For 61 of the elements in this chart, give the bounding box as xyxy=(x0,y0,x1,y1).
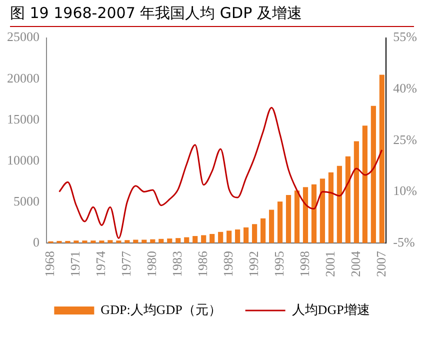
y-tick-label: 15000 xyxy=(7,111,40,126)
y2-tick-label: 40% xyxy=(393,80,418,96)
line-series xyxy=(58,106,383,239)
bar xyxy=(286,194,292,243)
bar xyxy=(124,240,130,243)
bar xyxy=(268,210,274,243)
x-tick-label: 1971 xyxy=(68,251,83,277)
x-tick-label: 1992 xyxy=(246,251,261,277)
bar xyxy=(252,224,258,243)
bar xyxy=(235,229,240,243)
bar xyxy=(108,240,113,243)
y-tick-label: 20000 xyxy=(7,70,40,86)
x-tick-label: 1983 xyxy=(170,251,185,277)
bar xyxy=(158,238,164,243)
y-tick-label: 5000 xyxy=(14,193,40,208)
x-tick-label: 1986 xyxy=(195,250,210,277)
x-tick-label: 1989 xyxy=(220,251,236,277)
bar xyxy=(320,178,326,243)
x-tick-label: 1995 xyxy=(271,251,286,277)
bar xyxy=(370,106,376,243)
bar xyxy=(218,232,224,243)
bar xyxy=(150,239,156,243)
bar xyxy=(302,187,308,243)
bar xyxy=(167,238,172,243)
bar xyxy=(201,235,206,243)
bar xyxy=(336,166,342,243)
y2-tick-label: 10% xyxy=(393,183,418,198)
y-tick-label: 10000 xyxy=(7,152,40,168)
bar xyxy=(311,184,317,243)
bar xyxy=(133,240,138,243)
bar xyxy=(226,230,232,243)
x-tick-label: 2004 xyxy=(348,250,363,277)
y2-tick-label: -5% xyxy=(393,234,415,250)
bar xyxy=(260,218,266,243)
x-tick-label: 1998 xyxy=(296,251,312,277)
bar xyxy=(345,156,351,243)
bar xyxy=(192,236,198,243)
bar xyxy=(362,126,368,243)
bar xyxy=(277,202,283,243)
x-tick-label: 1977 xyxy=(118,250,134,277)
y2-tick-label: 55% xyxy=(393,29,418,44)
x-tick-label: 2001 xyxy=(322,251,338,277)
legend-label: GDP:人均GDP（元） xyxy=(100,302,222,317)
y-tick-label: 25000 xyxy=(7,29,40,44)
bar xyxy=(244,227,249,243)
x-tick-label: 2007 xyxy=(373,250,388,277)
bar xyxy=(328,172,334,243)
bar xyxy=(294,190,300,243)
bar xyxy=(142,240,147,243)
x-tick-label: 1968 xyxy=(42,251,58,277)
y2-tick-label: 25% xyxy=(393,132,418,147)
bar xyxy=(379,74,384,243)
x-tick-label: 1974 xyxy=(93,250,108,277)
y-tick-label: 0 xyxy=(33,234,40,250)
bar xyxy=(210,234,215,243)
bar xyxy=(184,237,190,243)
bar xyxy=(176,238,181,243)
legend-label: 人均DGP增速 xyxy=(292,302,370,317)
x-tick-label: 1980 xyxy=(144,251,160,277)
chart-title: 图 19 1968-2007 年我国人均 GDP 及增速 xyxy=(10,4,414,27)
bar xyxy=(354,141,359,243)
